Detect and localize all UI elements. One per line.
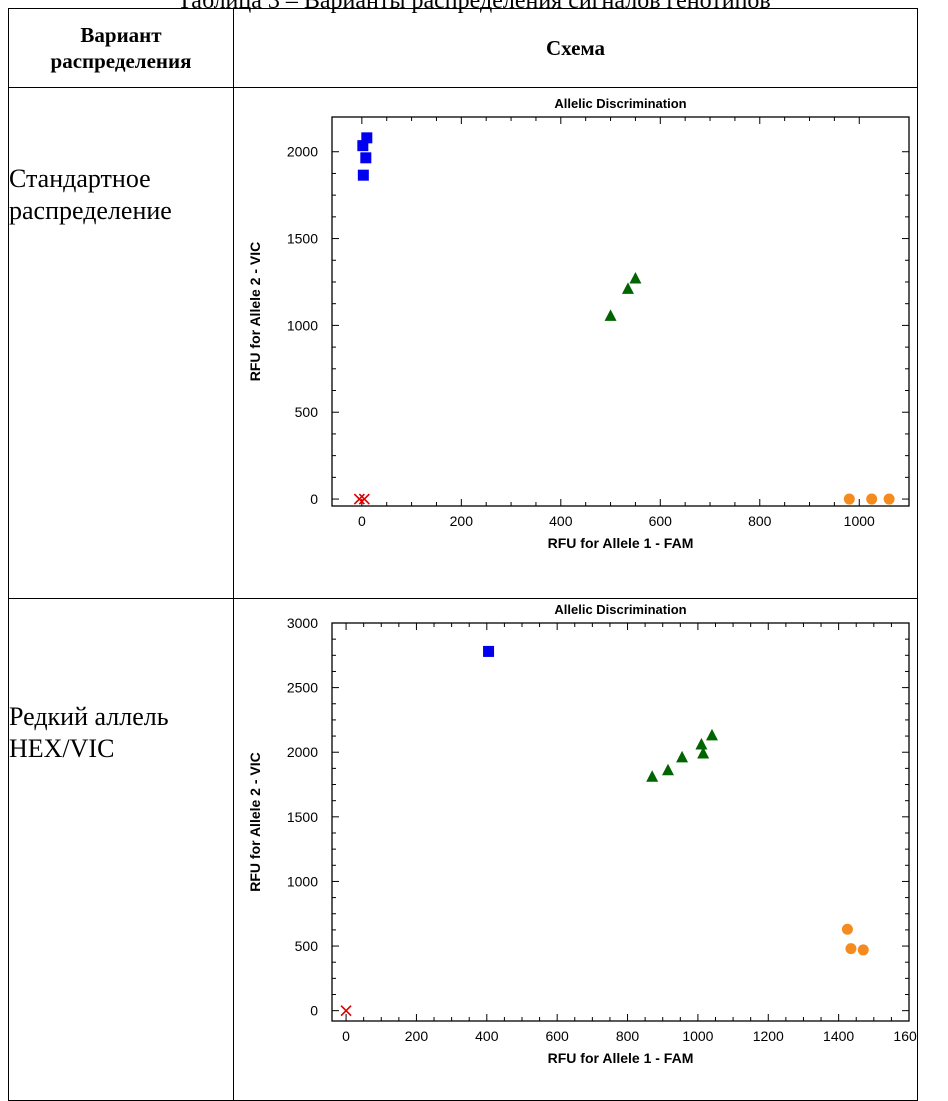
row-label-cell: Редкий аллель HEX/VIC: [8, 598, 234, 1101]
y-tick-label: 3000: [287, 615, 318, 631]
data-point-triangle: [604, 309, 617, 321]
chart-title: Allelic Discrimination: [554, 96, 686, 111]
x-axis-label: RFU for Allele 1 - FAM: [548, 1050, 694, 1066]
x-tick-label: 600: [649, 513, 673, 529]
x-tick-label: 800: [748, 513, 772, 529]
data-point-circle: [845, 943, 857, 955]
row-label-standard: Стандартное распределение: [9, 88, 233, 227]
header-scheme: Схема: [233, 8, 918, 88]
data-point-x: [340, 1005, 352, 1017]
row-label-line2: распределение: [9, 196, 172, 225]
data-point-triangle: [621, 282, 634, 294]
row-label-line1: Стандартное: [9, 164, 151, 193]
allelic-discrimination-chart-2: Allelic Discrimination 0 200 400 600 800 1000 1…: [247, 602, 925, 1066]
y-tick-label: 0: [310, 491, 318, 507]
distribution-table: Вариант распределения Схема Стандартное …: [8, 8, 925, 1101]
data-point-circle: [883, 493, 895, 505]
data-point-triangle: [629, 272, 642, 284]
y-tick-label: 2000: [287, 744, 318, 760]
y-tick-label: 500: [295, 938, 319, 954]
y-tick-label: 500: [295, 404, 319, 420]
data-point-x: [353, 493, 365, 505]
x-tick-label: 800: [616, 1028, 640, 1044]
data-point-x: [358, 493, 370, 505]
y-tick-label: 1000: [287, 317, 318, 333]
data-point-square: [361, 132, 373, 144]
y-axis-label: RFU for Allele 2 - VIC: [247, 752, 263, 892]
header-variant-line2: распределения: [50, 49, 192, 73]
data-point-square: [360, 152, 372, 164]
plot-frame: [331, 622, 910, 1022]
data-point-circle: [866, 493, 878, 505]
x-tick-label: 200: [405, 1028, 429, 1044]
y-tick-label: 1500: [287, 809, 318, 825]
y-tick-label: 1000: [287, 873, 318, 889]
x-tick-label: 0: [342, 1028, 350, 1044]
data-point-square: [357, 169, 369, 181]
header-variant-line1: Вариант: [80, 23, 162, 47]
y-axis-label: RFU for Allele 2 - VIC: [247, 242, 263, 382]
chart-title: Allelic Discrimination: [554, 602, 686, 617]
data-point-triangle: [695, 737, 708, 750]
x-tick-label: 200: [450, 513, 474, 529]
data-point-circle: [843, 493, 855, 505]
y-tick-label: 0: [310, 1003, 318, 1019]
y-tick-label: 2500: [287, 680, 318, 696]
row-label-cell: Стандартное распределение: [8, 87, 234, 599]
plot-frame: [331, 116, 910, 507]
x-axis-label: RFU for Allele 1 - FAM: [548, 535, 694, 551]
x-tick-label: 1000: [844, 513, 875, 529]
y-tick-label: 1500: [287, 231, 318, 247]
data-point-triangle: [705, 728, 718, 741]
data-point-circle: [857, 944, 869, 956]
chart-cell: Allelic Discrimination 0 200 400 600 800 1000 0…: [233, 87, 918, 599]
data-point-triangle: [676, 750, 689, 763]
data-point-square: [483, 645, 495, 657]
y-tick-label: 2000: [287, 144, 318, 160]
row-label-rare: Редкий аллель HEX/VIC: [9, 599, 233, 765]
x-tick-label: 400: [475, 1028, 499, 1044]
header-variant: Вариант распределения: [8, 8, 234, 88]
x-tick-label: 0: [358, 513, 366, 529]
data-point-triangle: [661, 763, 674, 776]
chart-cell: Allelic Discrimination 0 200 400 600 800 1000 1…: [233, 598, 925, 1101]
x-tick-label: 1400: [823, 1028, 854, 1044]
data-point-square: [357, 140, 369, 152]
x-tick-label: 400: [549, 513, 573, 529]
x-tick-label: 600: [545, 1028, 569, 1044]
data-point-circle: [841, 923, 853, 935]
data-point-triangle: [697, 747, 710, 759]
row-label-line1: Редкий аллель: [9, 702, 169, 731]
x-tick-label: 1200: [753, 1028, 784, 1044]
data-point-triangle: [646, 770, 659, 782]
allelic-discrimination-chart-1: Allelic Discrimination 0 200 400 600 800 1000 0…: [247, 96, 910, 551]
x-tick-label: 1000: [682, 1028, 713, 1044]
row-label-line2: HEX/VIC: [9, 734, 115, 763]
